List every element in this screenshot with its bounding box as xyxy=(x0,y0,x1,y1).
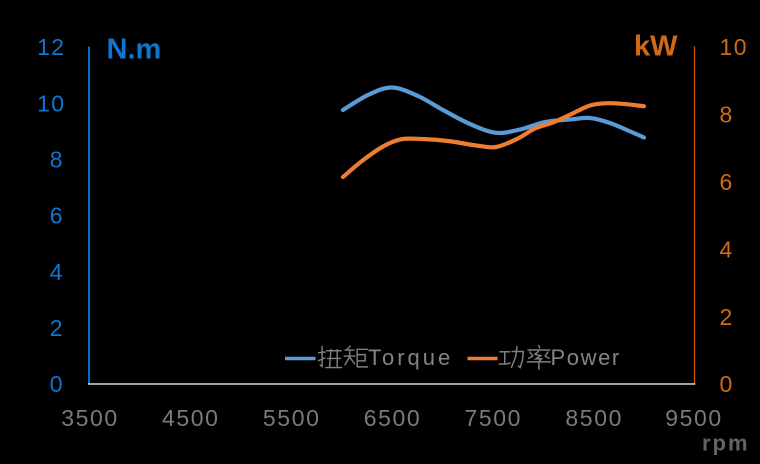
svg-text:12: 12 xyxy=(37,34,65,60)
svg-text:0: 0 xyxy=(720,371,734,397)
svg-text:6: 6 xyxy=(50,203,64,229)
svg-text:6: 6 xyxy=(720,169,734,195)
svg-text:5500: 5500 xyxy=(263,405,321,431)
svg-text:7500: 7500 xyxy=(465,405,523,431)
svg-text:10: 10 xyxy=(720,34,748,60)
svg-text:3500: 3500 xyxy=(61,405,119,431)
svg-text:9500: 9500 xyxy=(665,405,723,431)
svg-text:rpm: rpm xyxy=(702,431,750,456)
svg-text:4: 4 xyxy=(50,259,64,285)
svg-text:kW: kW xyxy=(634,31,678,63)
svg-text:8500: 8500 xyxy=(565,405,623,431)
svg-text:Torque: Torque xyxy=(368,345,453,370)
svg-text:8: 8 xyxy=(50,147,64,173)
svg-text:4: 4 xyxy=(720,236,734,262)
svg-text:2: 2 xyxy=(50,315,64,341)
svg-text:2: 2 xyxy=(720,304,734,330)
svg-text:0: 0 xyxy=(50,371,64,397)
svg-text:8: 8 xyxy=(720,102,734,128)
svg-text:N.m: N.m xyxy=(107,34,162,66)
svg-text:10: 10 xyxy=(37,90,65,116)
svg-text:4500: 4500 xyxy=(162,405,220,431)
svg-text:6500: 6500 xyxy=(364,405,422,431)
svg-text:Power: Power xyxy=(551,345,621,370)
